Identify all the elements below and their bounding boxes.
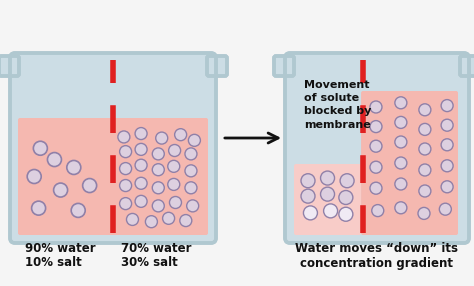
Circle shape — [169, 144, 181, 156]
Circle shape — [370, 121, 382, 133]
Text: 30% salt: 30% salt — [121, 256, 178, 269]
Circle shape — [370, 182, 382, 194]
Text: 90% water: 90% water — [25, 242, 96, 255]
Circle shape — [372, 204, 384, 217]
Circle shape — [324, 204, 337, 218]
Circle shape — [180, 214, 192, 227]
Circle shape — [118, 131, 130, 143]
Circle shape — [395, 116, 407, 128]
Circle shape — [152, 148, 164, 160]
FancyBboxPatch shape — [207, 56, 227, 76]
Circle shape — [370, 161, 382, 173]
Circle shape — [419, 164, 431, 176]
Circle shape — [185, 148, 197, 160]
Circle shape — [185, 182, 197, 194]
FancyBboxPatch shape — [285, 53, 469, 243]
Circle shape — [395, 97, 407, 109]
Circle shape — [370, 140, 382, 152]
FancyBboxPatch shape — [18, 118, 208, 235]
Circle shape — [395, 157, 407, 169]
Circle shape — [395, 202, 407, 214]
Text: Water moves “down” its
concentration gradient: Water moves “down” its concentration gra… — [295, 242, 458, 270]
Circle shape — [174, 129, 187, 141]
Circle shape — [339, 190, 353, 204]
Circle shape — [441, 181, 453, 193]
Circle shape — [419, 185, 431, 197]
Circle shape — [27, 170, 41, 184]
Circle shape — [419, 143, 431, 155]
Circle shape — [320, 187, 335, 201]
FancyBboxPatch shape — [10, 53, 216, 243]
Circle shape — [152, 182, 164, 194]
Circle shape — [47, 152, 62, 166]
Circle shape — [418, 207, 430, 219]
Circle shape — [170, 196, 182, 208]
Circle shape — [395, 136, 407, 148]
Text: 10% salt: 10% salt — [25, 256, 82, 269]
Circle shape — [185, 165, 197, 177]
Circle shape — [441, 100, 453, 112]
Circle shape — [135, 159, 147, 171]
FancyBboxPatch shape — [294, 164, 361, 235]
Circle shape — [303, 206, 318, 220]
Circle shape — [441, 160, 453, 172]
FancyBboxPatch shape — [460, 56, 474, 76]
Text: Movement
of solute
blocked by
membrane: Movement of solute blocked by membrane — [304, 80, 371, 130]
Circle shape — [146, 216, 157, 228]
FancyBboxPatch shape — [0, 56, 19, 76]
Circle shape — [135, 143, 147, 155]
Circle shape — [340, 174, 354, 188]
Circle shape — [33, 141, 47, 155]
Circle shape — [419, 123, 431, 135]
Circle shape — [439, 203, 451, 215]
Circle shape — [152, 200, 164, 212]
Text: 70% water: 70% water — [121, 242, 191, 255]
Circle shape — [188, 134, 201, 146]
Circle shape — [127, 213, 138, 225]
Circle shape — [339, 207, 353, 221]
Circle shape — [395, 178, 407, 190]
Circle shape — [168, 178, 180, 190]
Circle shape — [370, 101, 382, 113]
Circle shape — [320, 171, 335, 185]
Circle shape — [168, 160, 180, 172]
Circle shape — [119, 162, 132, 174]
Circle shape — [119, 146, 132, 158]
Circle shape — [54, 183, 68, 197]
Circle shape — [301, 189, 315, 203]
Circle shape — [156, 132, 168, 144]
Circle shape — [71, 203, 85, 217]
Circle shape — [135, 177, 147, 189]
Circle shape — [135, 128, 147, 140]
Circle shape — [67, 160, 81, 174]
FancyBboxPatch shape — [361, 91, 458, 235]
Circle shape — [441, 139, 453, 151]
Circle shape — [119, 180, 132, 192]
Circle shape — [119, 198, 132, 210]
Circle shape — [441, 119, 453, 131]
Circle shape — [152, 164, 164, 176]
Circle shape — [419, 104, 431, 116]
Circle shape — [187, 200, 199, 212]
Circle shape — [82, 178, 97, 192]
FancyBboxPatch shape — [274, 56, 294, 76]
Circle shape — [301, 174, 315, 188]
Circle shape — [135, 195, 147, 207]
Circle shape — [32, 201, 46, 215]
Circle shape — [163, 212, 174, 224]
